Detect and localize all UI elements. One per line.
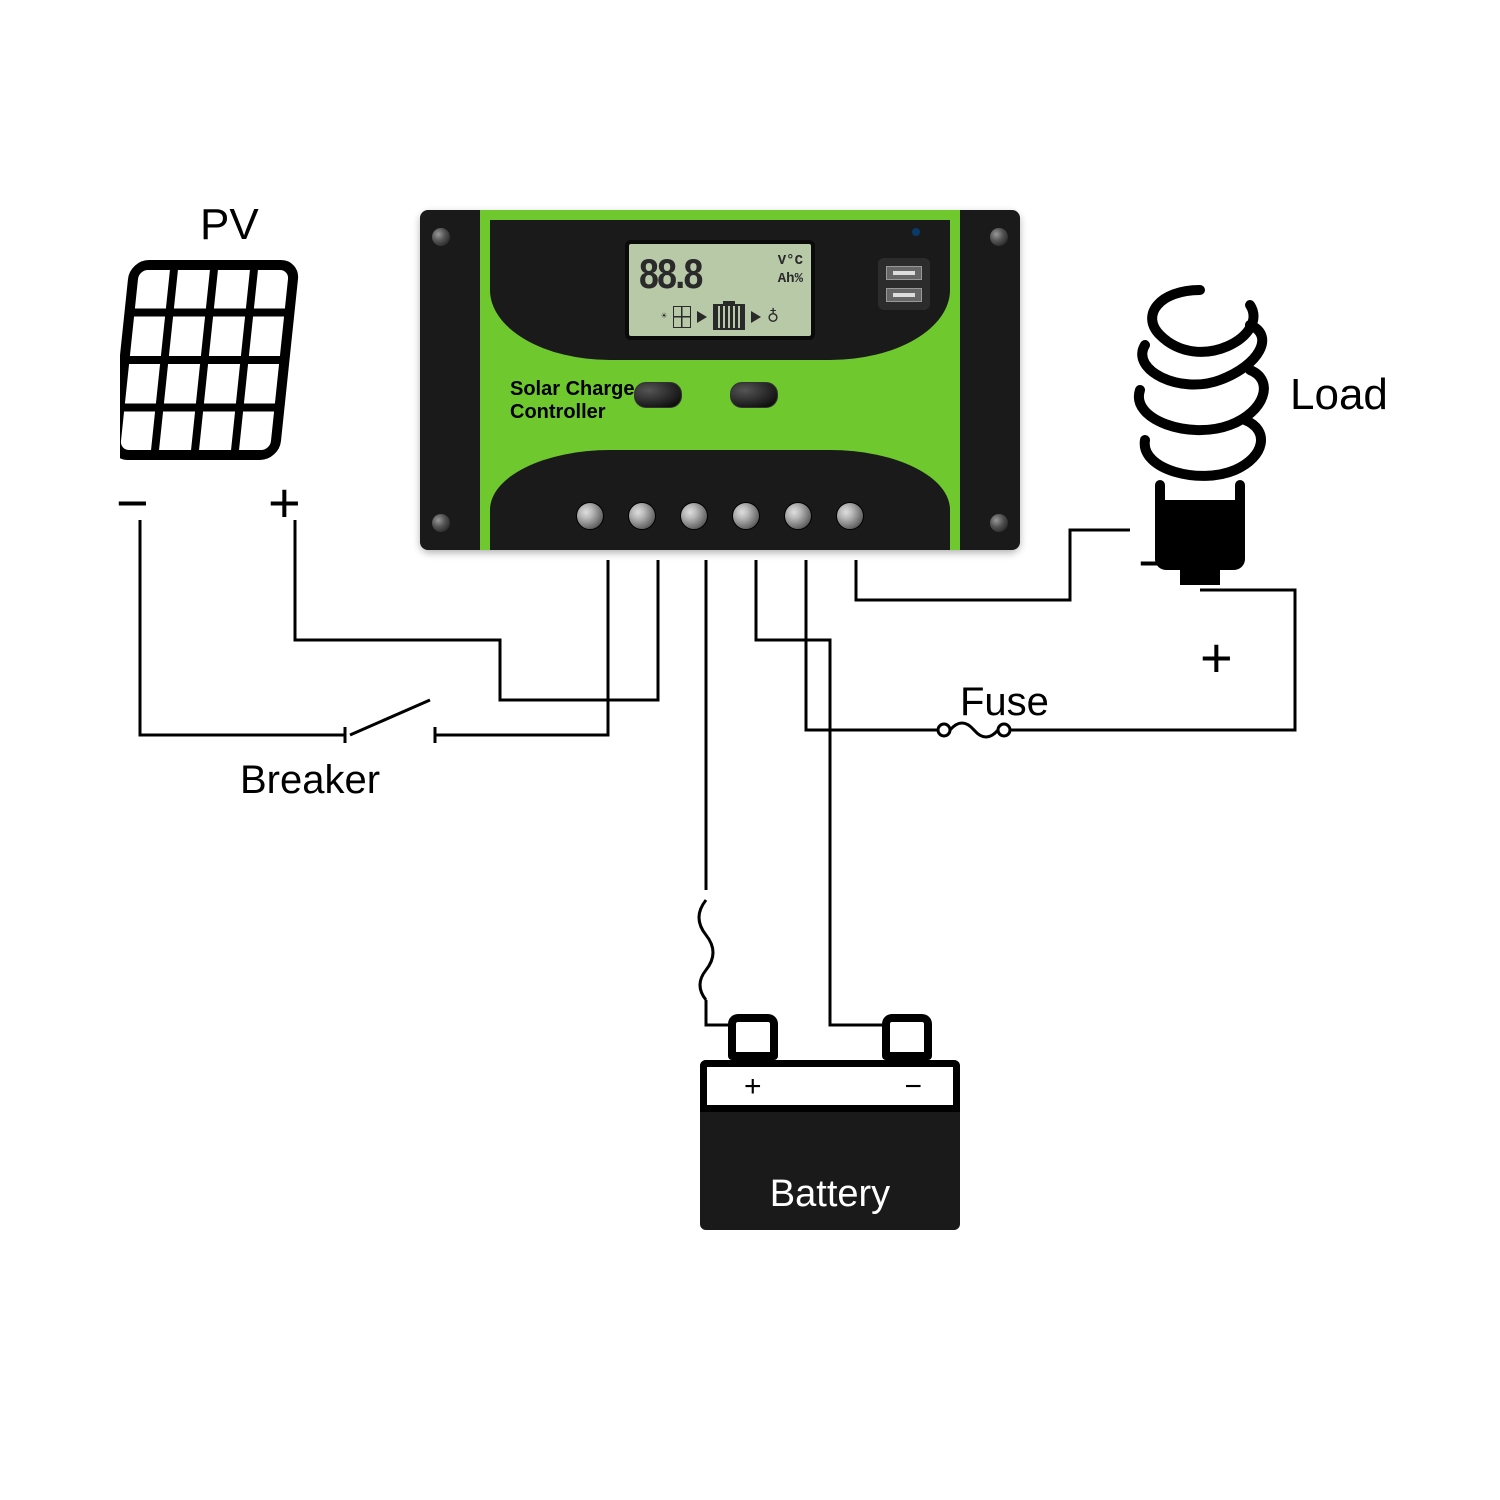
battery-icon: + − Battery [700, 1060, 960, 1230]
mini-pv-icon [673, 306, 691, 328]
usb-port-icon [886, 288, 922, 302]
screw-icon [432, 228, 450, 246]
terminal-row [576, 502, 864, 530]
load-plus-label: + [1200, 625, 1233, 690]
terminal-screw-icon [680, 502, 708, 530]
battery-level-icon [713, 304, 745, 330]
sun-icon: ☀ [661, 311, 667, 323]
controller-button-1[interactable] [634, 382, 682, 408]
arrow-icon [697, 311, 707, 323]
terminal-screw-icon [628, 502, 656, 530]
battery-minus-label: − [904, 1070, 922, 1104]
bulb-icon: ♁ [767, 307, 779, 327]
battery-plus-label: + [744, 1070, 762, 1104]
screw-icon [990, 228, 1008, 246]
fuse-label: Fuse [960, 680, 1049, 725]
terminal-screw-icon [836, 502, 864, 530]
lcd-digits: 88.8 [639, 250, 702, 298]
controller-label: Solar Charge Controller [510, 378, 634, 424]
load-label: Load [1290, 370, 1388, 420]
load-minus-label: − [1138, 530, 1171, 595]
screw-icon [990, 514, 1008, 532]
diagram-stage: 88.8 V°C Ah% ☀ ♁ Solar Charge Controller [0, 0, 1500, 1500]
terminal-screw-icon [576, 502, 604, 530]
battery-post-positive [728, 1022, 778, 1060]
breaker-label: Breaker [240, 758, 380, 803]
lcd-units: V°C Ah% [778, 252, 803, 288]
usb-port-icon [886, 266, 922, 280]
controller-right-bracket [960, 210, 1020, 550]
usb-ports [878, 258, 930, 310]
pv-label: PV [200, 200, 259, 250]
controller-bottom-panel [490, 450, 950, 550]
status-led-icon [912, 228, 920, 236]
arrow-icon [751, 311, 761, 323]
lcd-display: 88.8 V°C Ah% ☀ ♁ [625, 240, 815, 340]
screw-icon [432, 514, 450, 532]
terminal-screw-icon [784, 502, 812, 530]
pv-panel-icon [120, 260, 310, 460]
load-bulb-icon [1100, 280, 1300, 600]
lcd-status-icons: ☀ ♁ [629, 304, 811, 330]
battery-post-negative [882, 1022, 932, 1060]
battery-label: Battery [770, 1173, 890, 1216]
pv-plus-label: + [268, 470, 301, 535]
solar-charge-controller: 88.8 V°C Ah% ☀ ♁ Solar Charge Controller [420, 210, 1020, 550]
controller-button-2[interactable] [730, 382, 778, 408]
controller-left-bracket [420, 210, 480, 550]
pv-minus-label: − [116, 470, 149, 535]
terminal-screw-icon [732, 502, 760, 530]
